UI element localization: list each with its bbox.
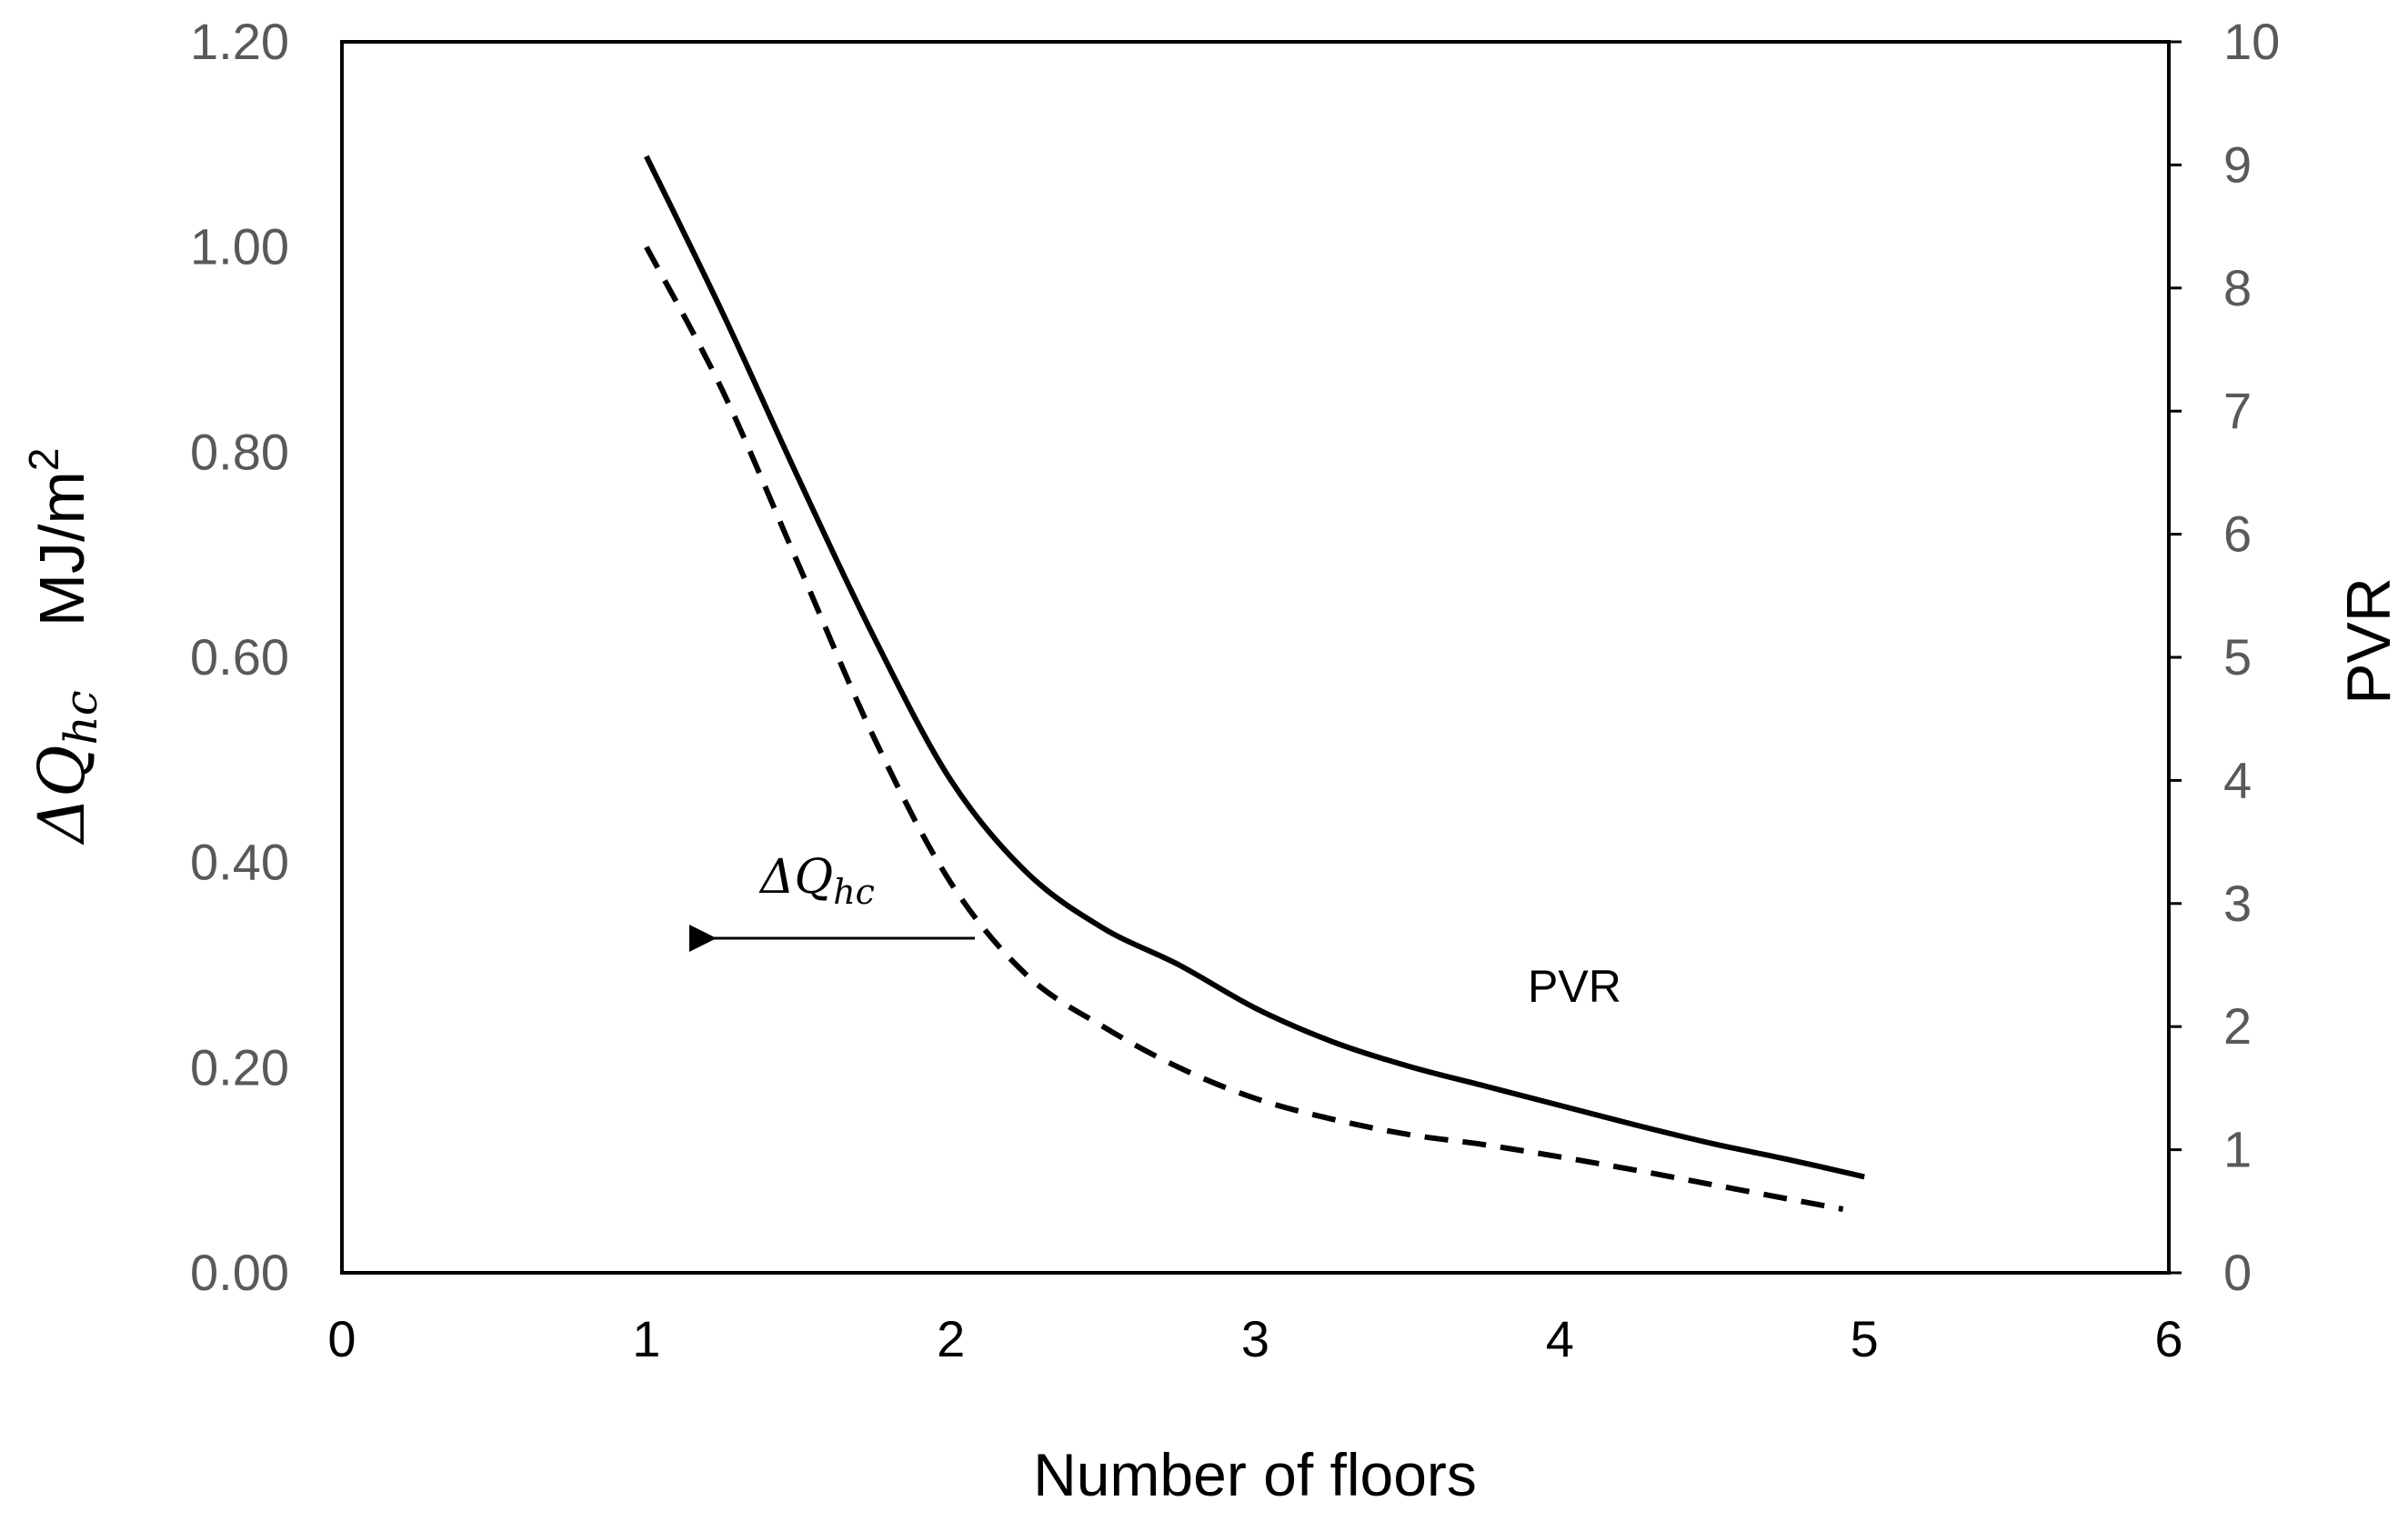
x-axis-ticks: 0 1 2 3 4 5 6 (327, 1310, 2182, 1367)
x-tick-label: 2 (937, 1310, 965, 1367)
right-tick-label: 9 (2223, 135, 2252, 193)
left-axis-subscript: hc (55, 690, 107, 745)
left-axis-unit-sup: 2 (20, 448, 67, 472)
x-axis-title: Number of floors (1033, 1441, 1477, 1508)
left-axis-symbol: ΔQ (25, 745, 99, 846)
svg-text:ΔQhcMJ/m2: ΔQhc MJ/m2 (20, 448, 107, 846)
right-tick-label: 7 (2223, 382, 2252, 439)
plot-area-frame (340, 40, 2171, 1275)
left-axis-ticks: 0.00 0.20 0.40 0.60 0.80 1.00 1.20 (190, 13, 289, 1301)
x-tick-label: 4 (1546, 1310, 1574, 1367)
x-tick-label: 0 (327, 1310, 356, 1367)
series-layer (644, 155, 1865, 1212)
x-tick-label: 3 (1241, 1310, 1269, 1367)
annotation-delta-q: ΔQhc (689, 850, 975, 952)
pvr-series-line (644, 155, 1865, 1180)
right-tick-label: 5 (2223, 628, 2252, 685)
left-tick-label: 0.00 (190, 1244, 289, 1301)
left-tick-label: 0.80 (190, 423, 289, 480)
right-axis-title: PVR (2334, 577, 2403, 705)
left-axis-unit: MJ/m (26, 471, 97, 626)
right-tick-label: 8 (2223, 259, 2252, 316)
x-tick-label: 6 (2154, 1310, 2182, 1367)
right-tick-label: 2 (2223, 997, 2252, 1055)
left-tick-label: 0.20 (190, 1038, 289, 1096)
annotation-pvr: PVR (1528, 961, 1621, 1012)
x-tick-label: 1 (632, 1310, 660, 1367)
svg-text:ΔQhc: ΔQhc (758, 850, 875, 912)
left-tick-label: 0.40 (190, 834, 289, 891)
left-tick-label: 1.00 (190, 218, 289, 275)
right-tick-label: 1 (2223, 1121, 2252, 1178)
left-axis-title: ΔQhc MJ/m2 (20, 448, 107, 846)
right-tick-label: 4 (2223, 751, 2252, 808)
right-axis-ticks: 0 1 2 3 4 5 6 7 8 9 10 (2169, 13, 2280, 1301)
annotation-delta-q-symbol: ΔQ (758, 850, 833, 905)
right-tick-label: 10 (2223, 13, 2280, 70)
left-tick-label: 1.20 (190, 13, 289, 70)
right-tick-label: 0 (2223, 1244, 2252, 1301)
annotation-delta-q-subscript: hc (833, 872, 875, 912)
right-tick-label: 6 (2223, 505, 2252, 563)
delta-q-series-line (644, 245, 1844, 1212)
right-tick-label: 3 (2223, 875, 2252, 932)
x-tick-label: 5 (1851, 1310, 1879, 1367)
left-tick-label: 0.60 (190, 628, 289, 685)
